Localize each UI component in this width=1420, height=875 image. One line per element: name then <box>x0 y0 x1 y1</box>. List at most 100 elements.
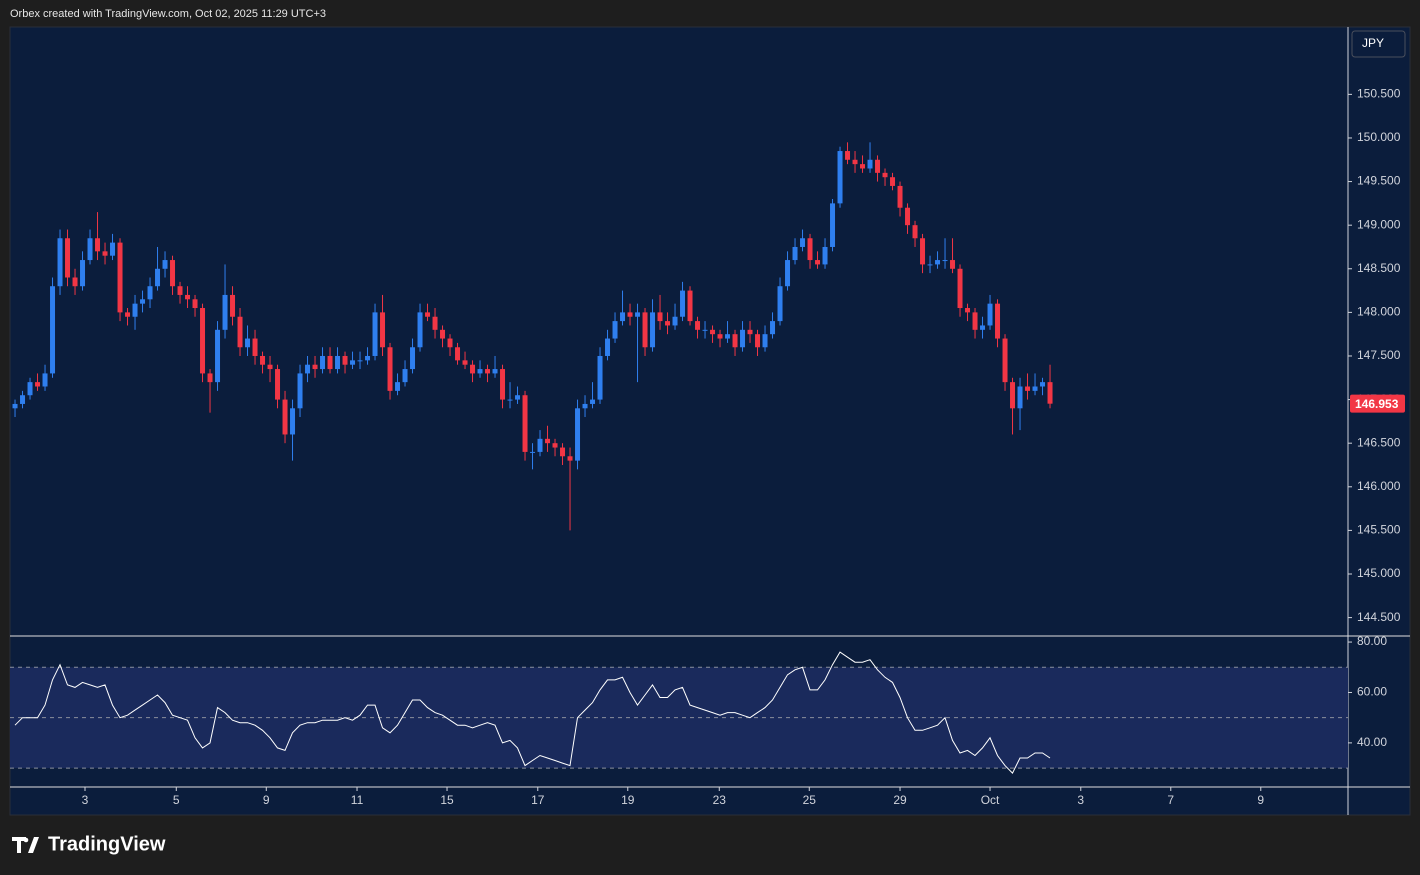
candle-body <box>372 312 378 356</box>
candle-body <box>140 299 146 304</box>
candle-body <box>72 277 78 287</box>
candle-body <box>732 334 738 348</box>
x-tick-label: 3 <box>1077 793 1084 807</box>
candle-body <box>417 312 423 348</box>
y-tick-label: 150.500 <box>1357 87 1401 101</box>
currency-label: JPY <box>1362 36 1384 50</box>
candle-body <box>987 303 993 326</box>
candle-body <box>890 177 896 186</box>
candle-body <box>522 395 528 452</box>
candle-body <box>785 260 791 287</box>
candle-body <box>50 286 56 374</box>
x-tick-label: 19 <box>621 793 635 807</box>
candle-body <box>642 312 648 348</box>
candle-body <box>185 294 191 300</box>
candle-body <box>740 329 746 348</box>
candle-body <box>965 308 971 313</box>
candle-body <box>605 338 611 356</box>
candle-body <box>380 312 386 348</box>
candle-body <box>447 338 453 348</box>
x-tick-label: 29 <box>893 793 907 807</box>
candle-body <box>95 238 101 252</box>
candle-body <box>582 403 588 409</box>
y-tick-label: 148.000 <box>1357 305 1401 319</box>
candle-body <box>875 159 881 173</box>
candle-body <box>125 312 131 317</box>
candle-body <box>492 369 498 374</box>
last-price-label: 146.953 <box>1355 397 1399 411</box>
y-tick-label: 149.500 <box>1357 174 1401 188</box>
logo-icon <box>12 837 39 853</box>
candle-body <box>567 456 573 461</box>
y-tick-label: 146.000 <box>1357 479 1401 493</box>
candle-body <box>260 355 266 365</box>
candle-body <box>657 312 663 322</box>
candle-body <box>515 395 521 400</box>
candle-body <box>552 443 558 448</box>
candle-body <box>1017 386 1023 409</box>
candle-body <box>560 447 566 457</box>
y-tick-label: 40.00 <box>1357 735 1387 749</box>
candle-body <box>485 369 491 374</box>
x-tick-label: 9 <box>263 793 270 807</box>
currency-button[interactable] <box>1351 30 1406 58</box>
candle-body <box>20 395 26 404</box>
candle-body <box>590 399 596 404</box>
candle-body <box>575 408 581 461</box>
candle-body <box>87 238 93 261</box>
candle-body <box>155 268 161 287</box>
candle-body <box>702 329 708 331</box>
last-price-tag <box>1350 394 1405 413</box>
candle-body <box>725 334 731 339</box>
candle-body <box>455 347 461 361</box>
candle-body <box>837 151 843 204</box>
candle-body <box>290 408 296 435</box>
candle-body <box>282 399 288 435</box>
candle-body <box>305 364 311 374</box>
header-caption: Orbex created with TradingView.com, Oct … <box>10 8 326 20</box>
candle-body <box>627 312 633 317</box>
candle-body <box>110 242 116 256</box>
candle-body <box>762 334 768 348</box>
candle-body <box>200 308 206 374</box>
x-tick-label: Oct <box>981 793 1000 807</box>
candle-body <box>1032 386 1038 391</box>
candle-body <box>425 312 431 317</box>
candle-body <box>1010 382 1016 409</box>
candle-body <box>320 355 326 370</box>
candle-body <box>357 360 363 362</box>
candle-body <box>410 347 416 370</box>
x-tick-label: 15 <box>440 793 454 807</box>
candle-body <box>680 290 686 317</box>
x-tick-label: 3 <box>82 793 89 807</box>
candle-body <box>822 246 828 265</box>
candle-body <box>792 246 798 261</box>
logo-dot <box>23 837 29 843</box>
candle-body <box>755 334 761 348</box>
candle-body <box>665 321 671 326</box>
candle-body <box>335 355 341 370</box>
candle-body <box>1047 382 1053 404</box>
candle-body <box>477 369 483 374</box>
candle-body <box>12 403 18 409</box>
candle-body <box>995 303 1001 339</box>
candle-body <box>927 264 933 266</box>
candle-body <box>747 329 753 335</box>
candle-body <box>852 159 858 165</box>
candle-body <box>650 312 656 348</box>
candle-body <box>132 303 138 317</box>
candle-body <box>500 369 506 400</box>
candle-body <box>1002 338 1008 383</box>
candle-body <box>860 164 866 169</box>
y-tick-label: 144.500 <box>1357 610 1401 624</box>
candle-body <box>770 321 776 335</box>
y-tick-label: 146.500 <box>1357 435 1401 449</box>
candle-body <box>35 382 41 387</box>
candle-body <box>350 360 356 365</box>
candle-body <box>470 364 476 374</box>
y-tick-label: 149.000 <box>1357 217 1401 231</box>
candle-body <box>635 312 641 317</box>
candle-body <box>440 329 446 339</box>
candle-body <box>147 286 153 300</box>
